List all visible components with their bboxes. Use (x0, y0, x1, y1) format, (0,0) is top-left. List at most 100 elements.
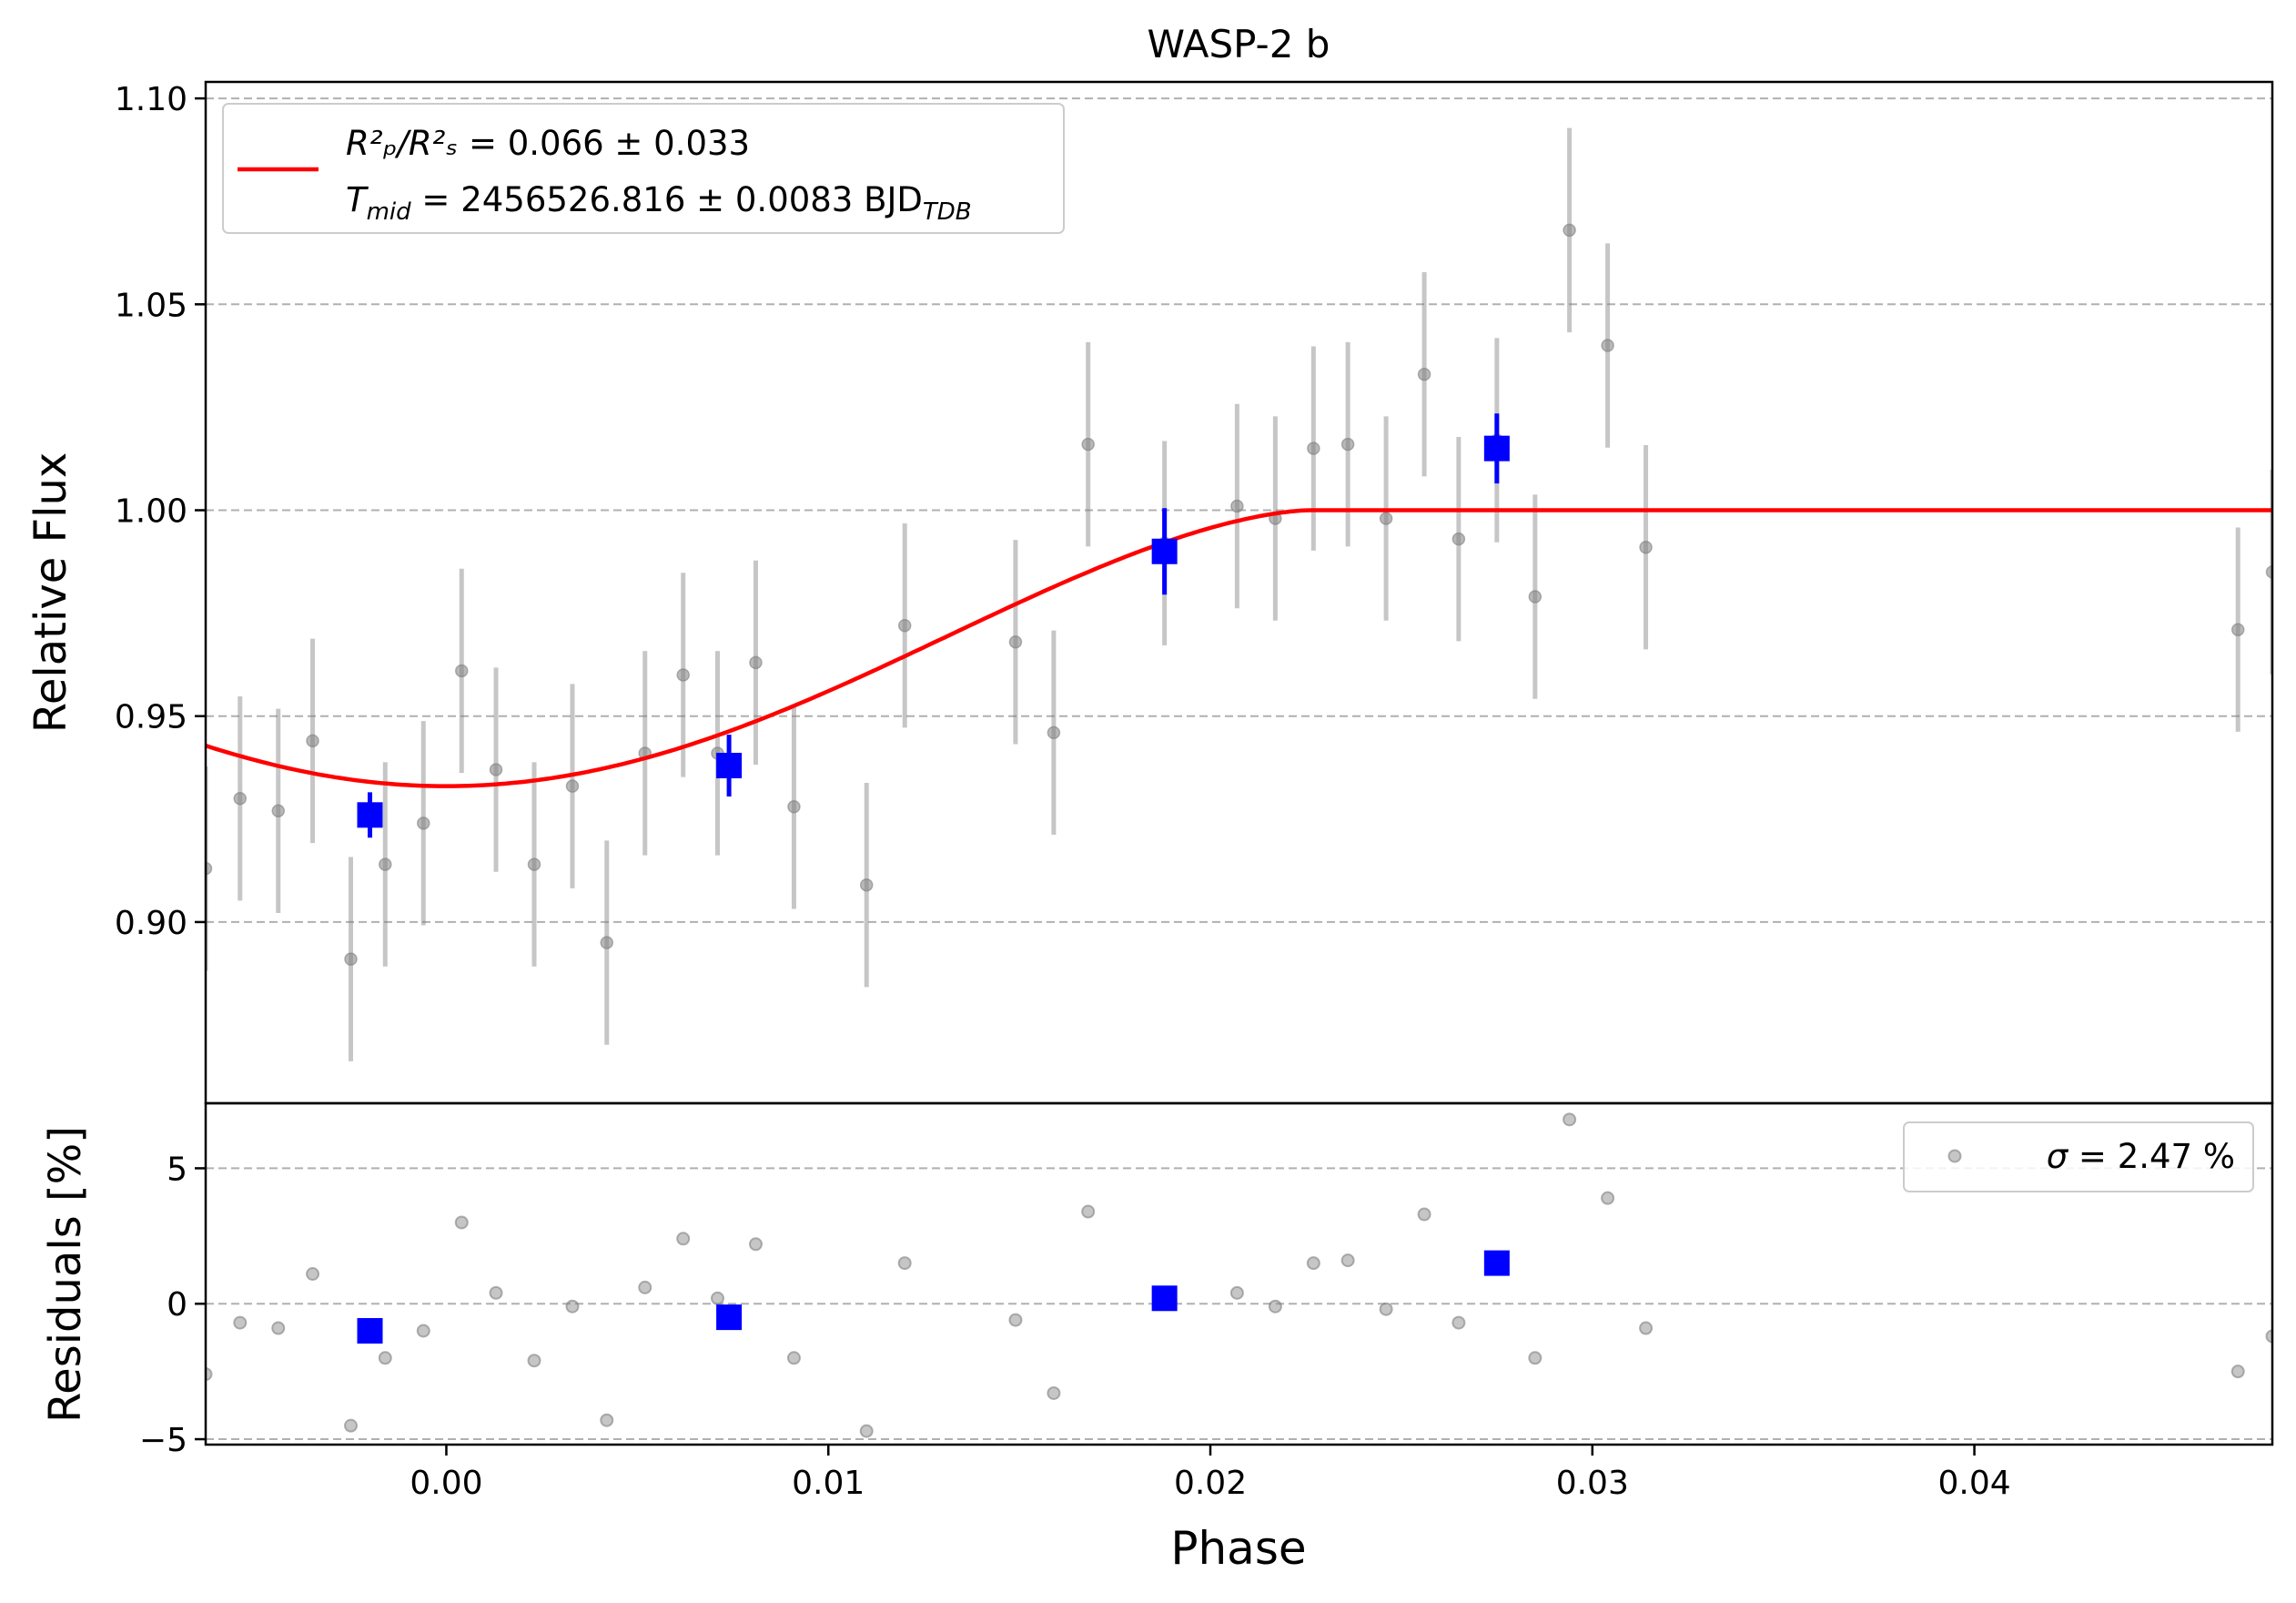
residual-point (859, 1424, 874, 1438)
legend-radius-ratio: R²ₚ/R²ₛ = 0.066 ± 0.033 (346, 124, 750, 163)
residual-point (271, 1321, 286, 1335)
residual-axes-frame (204, 1101, 2274, 1446)
residual-y-tick-label: 0 (167, 1286, 187, 1324)
binned-residual-point (1483, 1250, 1510, 1276)
residual-point (748, 1237, 763, 1252)
x-tick-label: 0.01 (792, 1465, 865, 1502)
residual-y-axis: −5 0 5 (139, 1151, 206, 1459)
residual-point (344, 1418, 359, 1433)
flux-point (749, 655, 763, 670)
binned-point (357, 802, 383, 828)
flux-point (1601, 339, 1614, 352)
residual-point (416, 1324, 430, 1338)
main-legend: R²ₚ/R²ₛ = 0.066 ± 0.033 Tmid = 2456526.8… (222, 103, 1065, 234)
flux-point (787, 800, 801, 814)
binned-point (1151, 538, 1178, 564)
flux-point (1563, 223, 1576, 238)
flux-point (676, 668, 690, 682)
residual-point (2230, 1365, 2245, 1379)
flux-point (1528, 590, 1542, 604)
flux-point (1340, 437, 1355, 451)
main-y-tick-label: 0.90 (115, 905, 187, 942)
residual-legend: σ = 2.47 % (1903, 1121, 2254, 1192)
flux-point (527, 857, 541, 871)
flux-point (233, 791, 248, 806)
residual-point (600, 1413, 614, 1427)
x-tick-label: 0.03 (1556, 1465, 1629, 1502)
flux-point (306, 734, 319, 748)
x-axis-label: Phase (1170, 1522, 1306, 1575)
residual-point (206, 1367, 213, 1382)
flux-point (565, 779, 580, 793)
residual-x-axis: 0.00 0.01 0.02 0.03 0.04 (410, 1445, 2011, 1502)
residual-point (1008, 1313, 1023, 1327)
flux-point (1307, 441, 1320, 455)
flux-point (455, 664, 469, 678)
flux-point (1008, 635, 1023, 649)
legend-tmid-subscript: mid (367, 198, 412, 226)
residual-point (378, 1351, 392, 1365)
legend-radius-ratio-value: = 0.066 ± 0.033 (458, 124, 750, 163)
residual-point (711, 1291, 725, 1305)
residual-point (1047, 1385, 1061, 1400)
binned-residual-point (357, 1318, 383, 1344)
binned-point (716, 753, 743, 779)
residual-legend-marker (1947, 1149, 1962, 1163)
legend-radius-ratio-symbol: R²ₚ/R²ₛ (346, 124, 458, 163)
sigma-symbol: σ (2047, 1137, 2069, 1176)
residual-point (1379, 1302, 1393, 1316)
residual-point (233, 1315, 248, 1330)
binned-residual-point (716, 1304, 743, 1331)
flux-point (1639, 540, 1653, 554)
residual-point (786, 1351, 801, 1365)
flux-point (1417, 367, 1431, 381)
main-y-tick-label: 0.95 (115, 699, 187, 736)
flux-point (489, 763, 503, 776)
flux-point (2230, 623, 2245, 636)
flux-point (417, 817, 430, 830)
residual-grid (206, 1167, 2272, 1441)
flux-point (600, 936, 614, 949)
main-y-label: Relative Flux (25, 452, 76, 734)
residual-point (454, 1215, 469, 1230)
residual-point (1601, 1191, 1615, 1205)
residual-y-label: Residuals [%] (40, 1126, 91, 1423)
residual-y-tick-label: −5 (139, 1422, 187, 1459)
residual-point (527, 1354, 541, 1368)
residual-point (306, 1267, 320, 1281)
legend-tmid-symbol: T (346, 180, 369, 219)
main-plot-marks (206, 127, 2272, 1061)
x-tick-label: 0.00 (410, 1465, 482, 1502)
x-tick-label: 0.02 (1174, 1465, 1247, 1502)
sigma-value: = 2.47 % (2068, 1137, 2235, 1176)
residual-plot-marks (206, 1112, 2272, 1438)
residual-point (1563, 1112, 1577, 1127)
flux-point (1047, 725, 1061, 740)
residual-legend-box (1903, 1121, 2254, 1192)
sigma-label: σ = 2.47 % (2047, 1137, 2235, 1176)
flux-point (2265, 565, 2272, 579)
residual-point (1306, 1256, 1320, 1271)
residual-point (489, 1285, 503, 1300)
residual-point (1417, 1207, 1431, 1222)
residual-point (1340, 1253, 1355, 1268)
residual-point (1639, 1321, 1654, 1335)
residual-point (1229, 1285, 1244, 1300)
legend-tmid-value: = 2456526.816 ± 0.0083 BJD (411, 180, 923, 219)
main-y-axis: 0.90 0.95 1.00 1.05 1.10 (115, 81, 206, 942)
main-legend-box (222, 103, 1065, 234)
flux-point (206, 861, 213, 876)
flux-point (1230, 499, 1244, 513)
transit-model-curve (206, 508, 2272, 788)
legend-tmid: Tmid = 2456526.816 ± 0.0083 BJDTDB (346, 180, 972, 226)
chart-title: WASP-2 b (1148, 22, 1330, 66)
residual-point (897, 1256, 912, 1271)
flux-point (1451, 532, 1466, 546)
flux-point (1081, 437, 1095, 451)
binned-residual-point (1151, 1285, 1178, 1312)
residual-point (2265, 1329, 2272, 1344)
residual-point (1528, 1351, 1542, 1365)
residual-point (1081, 1204, 1096, 1219)
flux-point (271, 804, 286, 818)
